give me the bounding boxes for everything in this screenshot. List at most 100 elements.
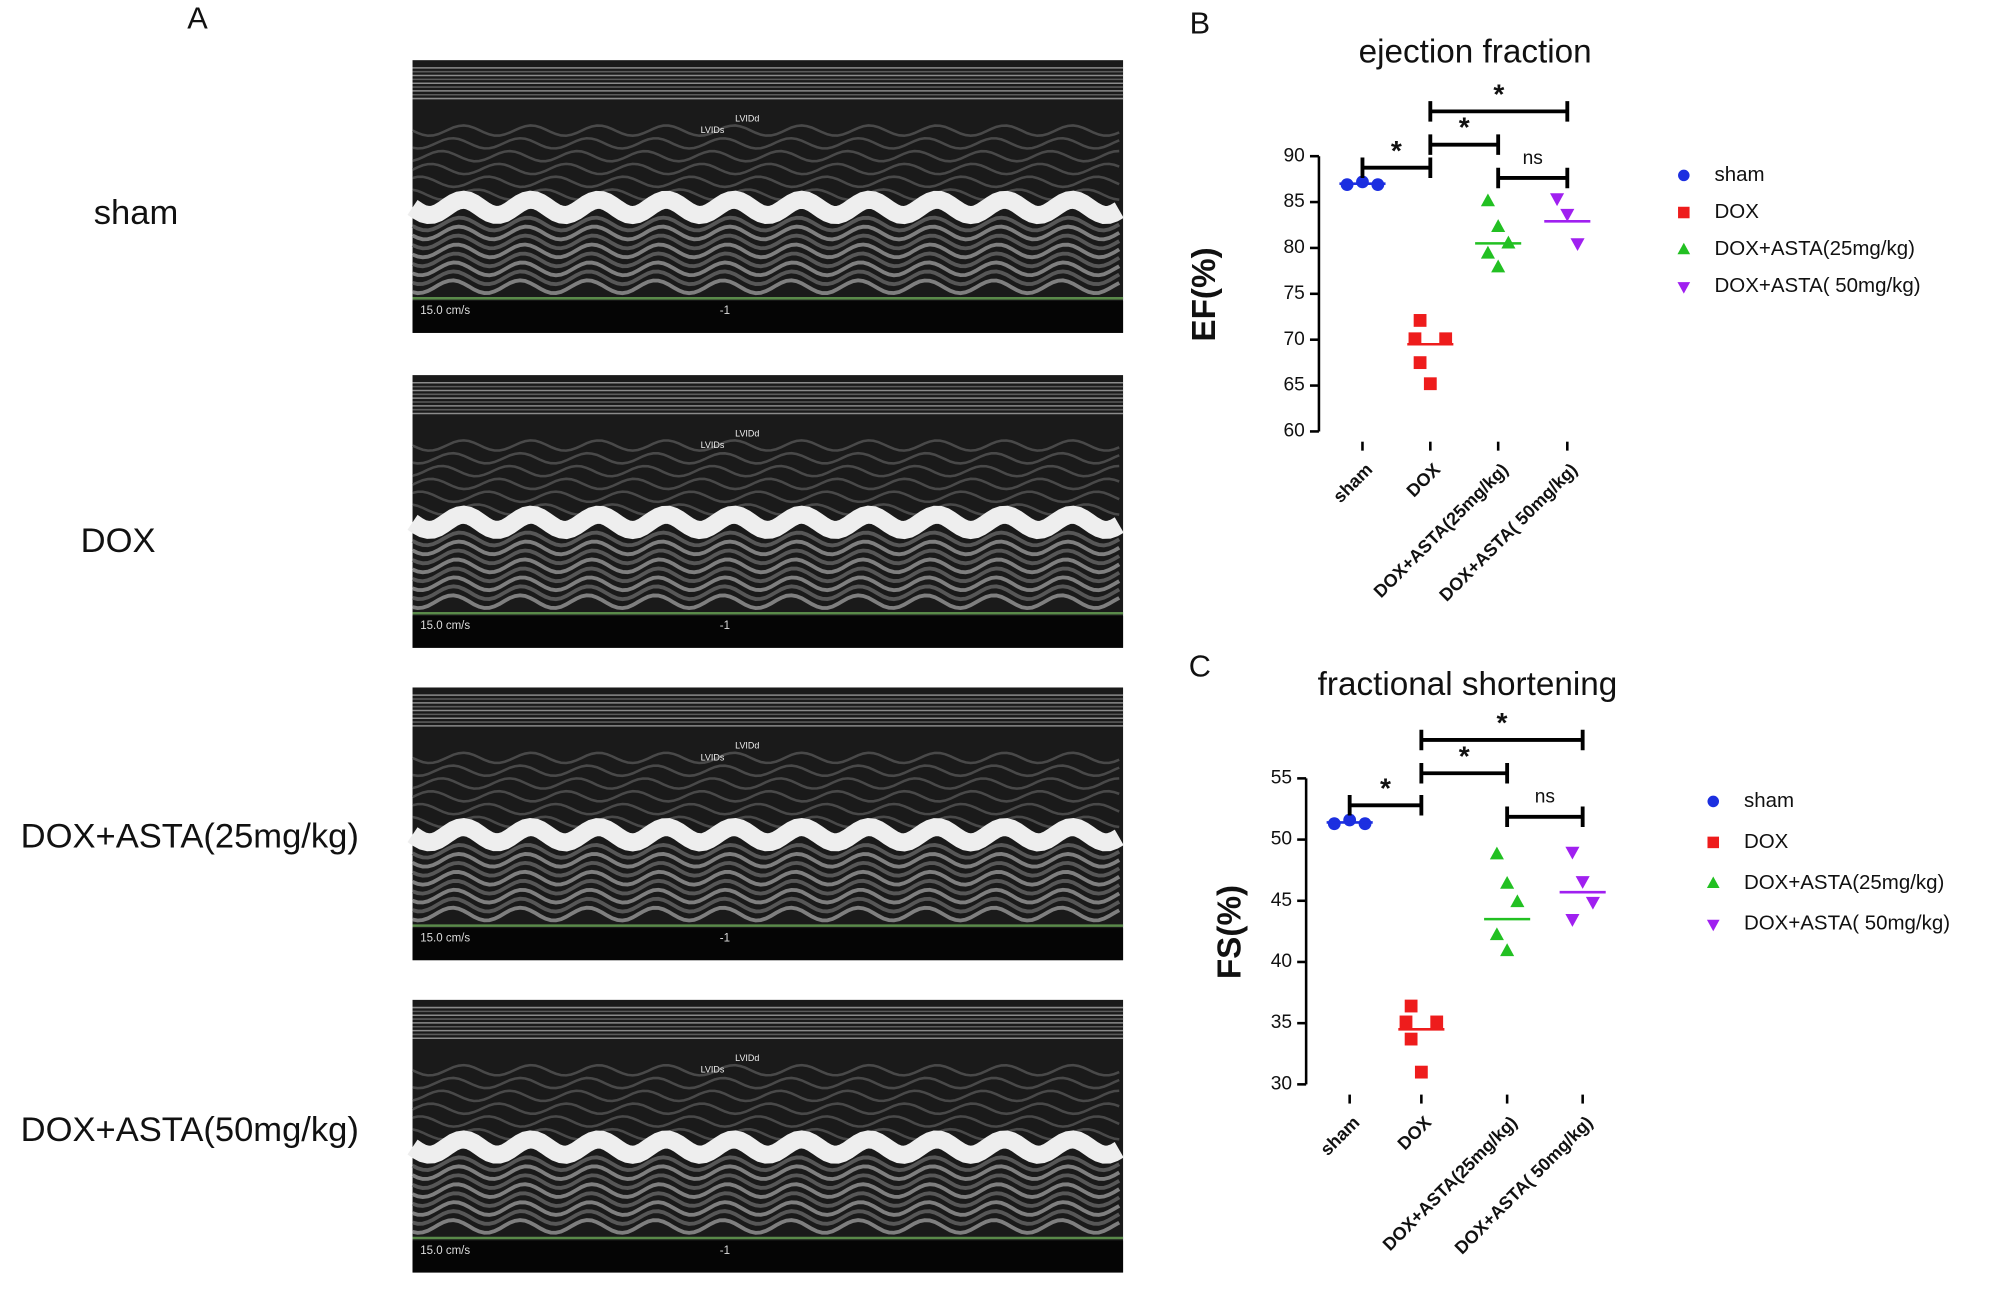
echo-texture — [411, 1182, 1121, 1199]
significance-label: * — [1497, 707, 1508, 738]
y-axis-label: FS(%) — [1212, 885, 1249, 979]
x-tick-label: DOX+ASTA(25mg/kg) — [1370, 459, 1512, 601]
x-tick-label: DOX — [1403, 459, 1445, 501]
significance-label: ns — [1535, 787, 1555, 808]
echo-texture — [412, 764, 1120, 778]
legend-marker — [1678, 206, 1690, 219]
echo-footer — [412, 1240, 1124, 1273]
echo-texture — [412, 896, 1121, 914]
significance-bracket — [1428, 101, 1570, 122]
legend-marker — [1678, 169, 1690, 182]
point — [1423, 377, 1437, 391]
row-label: DOX+ASTA(25mg/kg) — [21, 818, 359, 856]
echo-texture — [411, 539, 1121, 557]
echo-texture — [411, 242, 1121, 260]
echo-scale: 15.0 cm/s — [420, 932, 470, 944]
echo-texture — [411, 251, 1121, 269]
echo-texture — [411, 224, 1121, 242]
echo-texture — [412, 464, 1120, 478]
echo-texture — [411, 1164, 1121, 1182]
echo-texture — [411, 575, 1121, 593]
echo-texture — [411, 789, 1120, 803]
legend-label: DOX+ASTA(25mg/kg) — [1715, 237, 1915, 260]
point — [1399, 1015, 1413, 1029]
x-tick-label: sham — [1329, 459, 1376, 506]
echo-texture — [412, 136, 1120, 150]
legend-label: DOX+ASTA(25mg/kg) — [1744, 871, 1944, 894]
legend-marker — [1706, 919, 1720, 932]
significance-label: * — [1493, 78, 1504, 109]
echo-caliper: LVIDs — [701, 125, 725, 135]
echo-caliper: LVIDd — [735, 741, 759, 751]
echo-texture — [411, 1102, 1120, 1116]
point — [1413, 356, 1427, 370]
echo-texture — [412, 584, 1121, 602]
point — [1489, 846, 1504, 860]
echo-texture — [411, 869, 1121, 887]
legend-label: sham — [1744, 789, 1794, 812]
echo-band — [407, 817, 1124, 852]
significance-bracket — [1496, 167, 1570, 189]
panel-label: B — [1190, 6, 1211, 41]
legend-label: DOX+ASTA( 50mg/kg) — [1744, 912, 1950, 935]
significance-bracket — [1505, 806, 1585, 828]
legend-label: DOX — [1715, 200, 1760, 223]
y-axis-label: EF(%) — [1186, 247, 1223, 341]
x-tick-label: DOX — [1394, 1112, 1436, 1154]
legend-label: DOX — [1744, 830, 1789, 853]
echo-texture — [412, 777, 1120, 790]
echo-texture — [411, 566, 1121, 584]
point — [1356, 175, 1369, 189]
point — [1408, 332, 1422, 346]
echo-texture — [412, 1218, 1121, 1235]
chart-title: fractional shortening — [1318, 666, 1618, 703]
significance-bracket — [1360, 157, 1433, 178]
panel-label: C — [1189, 648, 1211, 683]
point — [1404, 999, 1418, 1013]
point — [1343, 813, 1357, 827]
echo-texture — [411, 530, 1121, 548]
echo-texture — [412, 490, 1120, 504]
point — [1510, 894, 1525, 908]
echo-texture — [412, 439, 1120, 452]
point — [1565, 914, 1580, 927]
echo-texture — [411, 887, 1121, 905]
y-tick-label: 60 — [1284, 421, 1305, 442]
y-tick-label: 45 — [1271, 890, 1292, 911]
point — [1500, 943, 1515, 957]
point — [1585, 896, 1600, 910]
echo-texture — [412, 802, 1120, 816]
echo-texture — [412, 175, 1120, 189]
echo-texture — [412, 269, 1121, 287]
legend-marker — [1677, 282, 1691, 294]
x-tick-label: sham — [1316, 1112, 1363, 1159]
point — [1560, 208, 1575, 222]
y-tick-label: 90 — [1284, 145, 1305, 166]
echo-marker: -1 — [720, 932, 730, 944]
echo-marker: -1 — [720, 1245, 730, 1257]
echo-texture — [411, 851, 1121, 869]
echo-texture — [411, 878, 1121, 896]
y-tick-label: 85 — [1284, 191, 1305, 212]
point — [1491, 219, 1506, 232]
echo-caliper: LVIDd — [735, 428, 759, 438]
echo-texture — [412, 149, 1120, 163]
point — [1575, 876, 1590, 889]
echo-caliper: LVIDd — [735, 1053, 759, 1063]
panel-label: A — [187, 1, 208, 36]
echo-caliper: LVIDs — [701, 752, 725, 762]
y-tick-label: 55 — [1271, 767, 1292, 788]
significance-label: * — [1459, 112, 1470, 143]
point — [1404, 1032, 1418, 1046]
significance-bracket — [1347, 795, 1424, 816]
point — [1500, 875, 1515, 889]
echo-footer — [412, 928, 1124, 961]
echo-texture — [411, 843, 1121, 860]
point — [1565, 846, 1580, 860]
echo-texture — [411, 1155, 1121, 1173]
row-label: sham — [94, 194, 178, 232]
echo-texture — [411, 260, 1121, 278]
x-tick-label: DOX+ASTA( 50mg/kg) — [1451, 1112, 1597, 1258]
legend-marker — [1677, 242, 1691, 255]
echo-texture — [411, 1173, 1121, 1190]
